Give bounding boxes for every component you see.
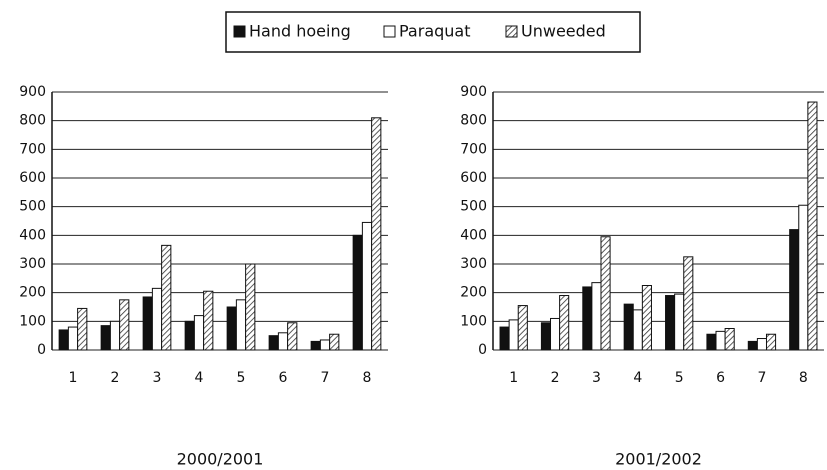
bar <box>747 340 758 351</box>
y-tick-label: 700 <box>460 141 487 157</box>
bar <box>100 325 111 351</box>
bar <box>193 315 205 351</box>
bar <box>623 303 634 351</box>
legend-swatch <box>233 25 246 38</box>
bar <box>765 333 777 351</box>
legend-label: Unweeded <box>521 22 606 41</box>
bar <box>582 286 593 351</box>
bar <box>641 285 652 351</box>
y-tick-label: 900 <box>460 84 487 100</box>
y-tick-label: 600 <box>460 170 487 186</box>
bar <box>151 287 163 351</box>
legend-box <box>225 11 641 53</box>
bar <box>632 309 643 351</box>
x-tick-label: 6 <box>279 370 288 386</box>
bar <box>807 101 818 351</box>
y-tick-label: 600 <box>19 170 46 186</box>
bar <box>361 221 373 351</box>
x-tick-label: 2 <box>551 370 560 386</box>
y-tick-label: 400 <box>19 227 46 243</box>
bar <box>184 320 195 351</box>
chart-title: 2001/2002 <box>615 450 702 469</box>
legend-swatch <box>505 25 518 38</box>
legend-label: Hand hoeing <box>249 22 351 41</box>
bar <box>756 338 767 351</box>
y-tick-label: 0 <box>37 342 46 358</box>
bar <box>268 335 279 351</box>
bar <box>674 293 685 351</box>
bar <box>715 330 726 351</box>
bar <box>245 263 256 351</box>
x-tick-label: 7 <box>757 370 766 386</box>
y-tick-label: 200 <box>460 285 487 301</box>
y-tick-label: 100 <box>460 313 487 329</box>
bar <box>58 329 69 351</box>
bar <box>789 229 800 351</box>
y-tick-label: 800 <box>19 113 46 129</box>
bar <box>319 339 331 351</box>
bar <box>310 340 321 351</box>
x-tick-label: 3 <box>153 370 162 386</box>
bar <box>724 328 735 351</box>
y-tick-label: 500 <box>460 199 487 215</box>
x-tick-label: 5 <box>675 370 684 386</box>
y-tick-label: 800 <box>460 113 487 129</box>
bar <box>161 244 172 351</box>
bar <box>706 333 717 351</box>
y-tick-label: 100 <box>19 313 46 329</box>
bar <box>226 306 237 351</box>
x-tick-label: 3 <box>592 370 601 386</box>
bar <box>665 295 676 351</box>
bar <box>591 282 602 351</box>
bar <box>371 117 382 351</box>
x-tick-label: 5 <box>237 370 246 386</box>
y-tick-label: 200 <box>19 285 46 301</box>
bar <box>517 305 528 351</box>
x-tick-label: 8 <box>799 370 808 386</box>
x-tick-label: 1 <box>69 370 78 386</box>
bar <box>203 290 214 351</box>
y-tick-label: 300 <box>19 256 46 272</box>
bar <box>683 256 694 351</box>
bar <box>119 299 130 351</box>
bar <box>277 332 289 351</box>
bar <box>67 326 79 351</box>
x-tick-label: 4 <box>195 370 204 386</box>
bar <box>329 333 340 351</box>
bar <box>77 307 88 351</box>
bar <box>540 322 552 351</box>
legend-label: Paraquat <box>399 22 471 41</box>
x-tick-label: 4 <box>633 370 642 386</box>
bar <box>508 319 519 351</box>
y-tick-label: 500 <box>19 199 46 215</box>
x-tick-label: 6 <box>716 370 725 386</box>
legend-swatch <box>383 25 396 38</box>
bar <box>499 326 510 351</box>
bar <box>109 320 121 351</box>
bar <box>352 234 363 351</box>
bar <box>287 322 298 351</box>
x-tick-label: 8 <box>363 370 372 386</box>
x-tick-label: 1 <box>509 370 518 386</box>
bar <box>235 299 247 351</box>
x-tick-label: 7 <box>321 370 330 386</box>
bar <box>550 317 561 351</box>
y-tick-label: 700 <box>19 141 46 157</box>
chart-title: 2000/2001 <box>177 450 264 469</box>
y-tick-label: 0 <box>478 342 487 358</box>
bar <box>142 296 153 351</box>
x-tick-label: 2 <box>111 370 120 386</box>
bar <box>600 236 611 351</box>
bar <box>559 295 570 351</box>
y-tick-label: 900 <box>19 84 46 100</box>
bar <box>798 204 809 351</box>
y-tick-label: 400 <box>460 227 487 243</box>
y-tick-label: 300 <box>460 256 487 272</box>
